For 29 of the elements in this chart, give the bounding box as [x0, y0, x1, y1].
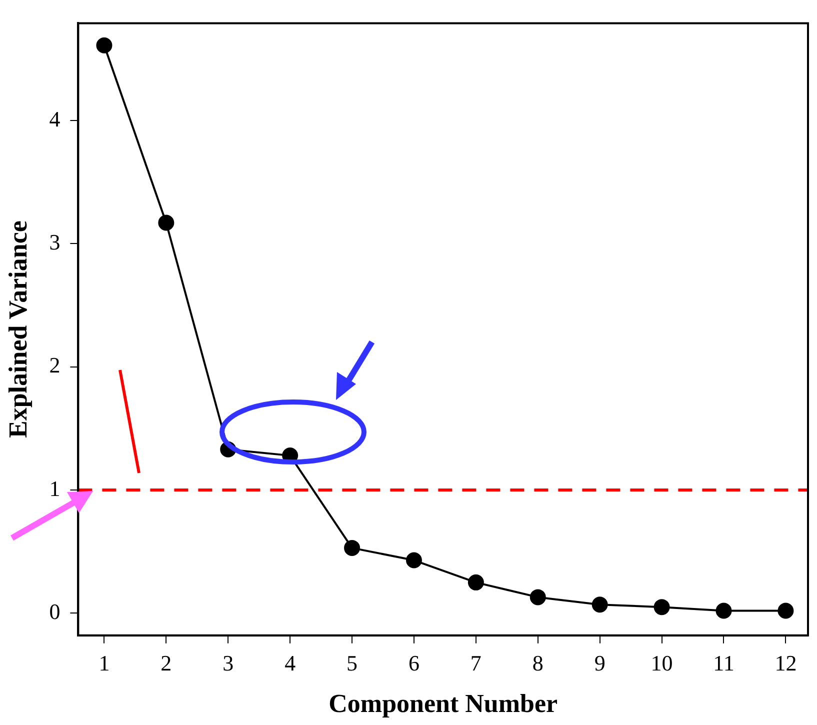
y-axis-title: Explained Variance: [3, 220, 32, 438]
x-tick-label: 11: [713, 650, 734, 676]
x-tick-label: 1: [98, 650, 110, 676]
point: [530, 589, 546, 606]
point: [716, 602, 732, 619]
y-tick-label: 2: [49, 352, 60, 378]
y-tick-label: 1: [49, 476, 60, 501]
x-tick-label: 10: [650, 650, 673, 676]
x-tick-label: 6: [408, 650, 420, 676]
x-tick-label: 8: [532, 650, 544, 676]
point: [344, 540, 360, 556]
y-tick-label: 3: [49, 229, 60, 254]
y-tick-label: 0: [49, 599, 60, 624]
x-tick-label: 2: [160, 650, 172, 676]
point: [592, 596, 608, 613]
x-tick-label: 9: [594, 650, 606, 676]
point: [406, 552, 422, 568]
x-tick-label: 12: [774, 650, 797, 676]
x-axis-title: Component Number: [328, 689, 558, 718]
point: [158, 214, 174, 231]
x-tick-label: 5: [346, 650, 358, 676]
point: [778, 602, 794, 619]
y-tick-label: 4: [49, 106, 60, 132]
x-tick-label: 3: [222, 650, 234, 676]
x-tick-label: 7: [470, 650, 482, 676]
point: [96, 37, 112, 54]
point: [468, 574, 484, 590]
point: [654, 599, 670, 616]
x-tick-label: 4: [284, 650, 296, 676]
